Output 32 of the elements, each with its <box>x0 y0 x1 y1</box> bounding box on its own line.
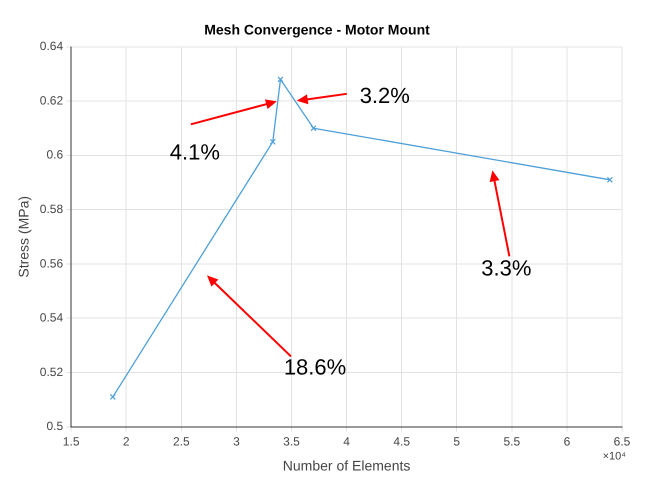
y-tick-label: 0.62 <box>40 93 64 108</box>
x-tick-label: 6 <box>564 434 571 448</box>
annotation: 4.1% <box>170 139 220 164</box>
x-tick-label: 2.5 <box>172 434 190 448</box>
point <box>606 176 613 183</box>
x-tick-label: 3.5 <box>283 434 300 448</box>
annotation: 18.6% <box>284 354 346 380</box>
point <box>277 76 284 82</box>
y-tick-label: 0.58 <box>40 202 64 216</box>
point <box>310 125 317 132</box>
point <box>110 394 116 400</box>
x-tick-label: 6.5 <box>614 434 631 448</box>
x-tick-label: 2 <box>122 434 130 448</box>
point <box>270 138 276 145</box>
x-axis-title: Number of Elements <box>282 457 410 474</box>
x-tick-label: 5 <box>453 434 460 448</box>
annotation: 3.2% <box>360 82 410 108</box>
y-tick-label: 0.64 <box>40 39 64 54</box>
y-axis-title: Stress (MPa) <box>15 196 32 278</box>
y-tick-label: 0.54 <box>40 310 64 325</box>
y-tick-label: 0.5 <box>46 419 64 434</box>
y-tick-label: 0.52 <box>40 364 64 379</box>
x-tick-label: 1.5 <box>62 434 80 448</box>
annotation: 3.3% <box>481 255 532 280</box>
text: ×10⁴ <box>602 450 626 462</box>
x-tick-label: 5.5 <box>503 434 520 448</box>
y-tick-label: 0.6 <box>46 148 64 162</box>
chart-title: Mesh Convergence - Motor Mount <box>204 21 430 38</box>
y-tick-label: 0.56 <box>40 256 64 270</box>
x-tick-label: 4 <box>343 434 350 448</box>
x-tick-label: 3 <box>233 434 240 448</box>
x-tick-label: 4.5 <box>393 434 410 448</box>
